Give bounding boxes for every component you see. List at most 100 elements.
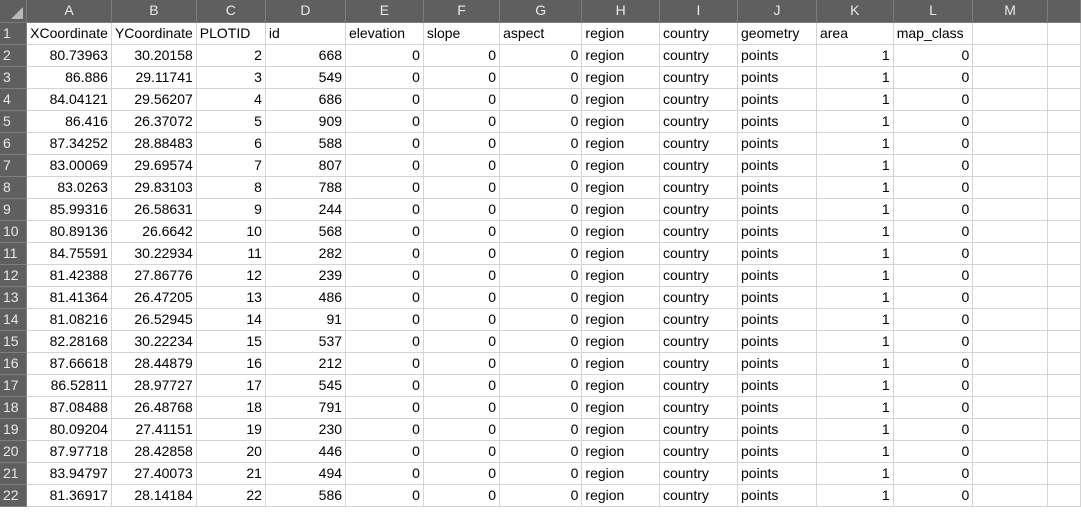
cell-i10[interactable]: country: [659, 220, 739, 243]
cell-m20[interactable]: [972, 440, 1048, 463]
row-header[interactable]: 19: [0, 418, 28, 441]
cell-b16[interactable]: 28.44879: [111, 352, 197, 375]
cell-l2[interactable]: 0: [893, 44, 974, 67]
cell-h7[interactable]: region: [581, 154, 660, 177]
cell-k2[interactable]: 1: [816, 44, 894, 67]
row-header[interactable]: 15: [0, 330, 28, 353]
cell-k3[interactable]: 1: [816, 66, 894, 89]
cell-d19[interactable]: 230: [265, 418, 347, 441]
cell-f19[interactable]: 0: [423, 418, 501, 441]
cell-m17[interactable]: [972, 374, 1048, 397]
cell-h11[interactable]: region: [581, 242, 660, 265]
cell-g9[interactable]: 0: [499, 198, 583, 221]
cell-g2[interactable]: 0: [499, 44, 583, 67]
cell-b2[interactable]: 30.20158: [111, 44, 197, 67]
cell-h6[interactable]: region: [581, 132, 660, 155]
cell-c6[interactable]: 6: [196, 132, 266, 155]
cell-e1[interactable]: elevation: [345, 22, 424, 45]
cell-f5[interactable]: 0: [423, 110, 501, 133]
cell-e20[interactable]: 0: [345, 440, 424, 463]
cell-e13[interactable]: 0: [345, 286, 424, 309]
row-header[interactable]: 22: [0, 484, 28, 507]
cell-e10[interactable]: 0: [345, 220, 424, 243]
cell-i5[interactable]: country: [659, 110, 739, 133]
row-header[interactable]: 12: [0, 264, 28, 287]
cell-k18[interactable]: 1: [816, 396, 894, 419]
cell-c1[interactable]: PLOTID: [196, 22, 266, 45]
cell-c20[interactable]: 20: [196, 440, 266, 463]
cell-i20[interactable]: country: [659, 440, 739, 463]
cell-m18[interactable]: [972, 396, 1048, 419]
cell-k10[interactable]: 1: [816, 220, 894, 243]
cell-f21[interactable]: 0: [423, 462, 501, 485]
cell-overflow[interactable]: [1047, 286, 1081, 309]
cell-h19[interactable]: region: [581, 418, 660, 441]
cell-h4[interactable]: region: [581, 88, 660, 111]
cell-l6[interactable]: 0: [893, 132, 974, 155]
cell-b22[interactable]: 28.14184: [111, 484, 197, 507]
cell-b6[interactable]: 28.88483: [111, 132, 197, 155]
cell-f20[interactable]: 0: [423, 440, 501, 463]
row-header[interactable]: 1: [0, 22, 28, 45]
cell-overflow[interactable]: [1047, 88, 1081, 111]
cell-h5[interactable]: region: [581, 110, 660, 133]
cell-a3[interactable]: 86.886: [26, 66, 112, 89]
cell-j9[interactable]: points: [737, 198, 817, 221]
cell-g18[interactable]: 0: [499, 396, 583, 419]
cell-j11[interactable]: points: [737, 242, 817, 265]
cell-i16[interactable]: country: [659, 352, 739, 375]
column-header-overflow[interactable]: [1047, 0, 1081, 23]
cell-i8[interactable]: country: [659, 176, 739, 199]
column-header-a[interactable]: A: [26, 0, 112, 23]
cell-a20[interactable]: 87.97718: [26, 440, 112, 463]
column-header-m[interactable]: M: [972, 0, 1048, 23]
cell-i13[interactable]: country: [659, 286, 739, 309]
cell-overflow[interactable]: [1047, 198, 1081, 221]
column-header-d[interactable]: D: [265, 0, 347, 23]
cell-c7[interactable]: 7: [196, 154, 266, 177]
cell-m2[interactable]: [972, 44, 1048, 67]
cell-g22[interactable]: 0: [499, 484, 583, 507]
cell-c19[interactable]: 19: [196, 418, 266, 441]
cell-overflow[interactable]: [1047, 352, 1081, 375]
cell-f17[interactable]: 0: [423, 374, 501, 397]
column-header-j[interactable]: J: [737, 0, 817, 23]
cell-g1[interactable]: aspect: [499, 22, 583, 45]
cell-g16[interactable]: 0: [499, 352, 583, 375]
cell-m3[interactable]: [972, 66, 1048, 89]
cell-d18[interactable]: 791: [265, 396, 347, 419]
cell-a15[interactable]: 82.28168: [26, 330, 112, 353]
cell-d13[interactable]: 486: [265, 286, 347, 309]
cell-i9[interactable]: country: [659, 198, 739, 221]
cell-g15[interactable]: 0: [499, 330, 583, 353]
cell-j19[interactable]: points: [737, 418, 817, 441]
cell-b3[interactable]: 29.11741: [111, 66, 197, 89]
cell-l10[interactable]: 0: [893, 220, 974, 243]
cell-k8[interactable]: 1: [816, 176, 894, 199]
cell-g20[interactable]: 0: [499, 440, 583, 463]
row-header[interactable]: 11: [0, 242, 28, 265]
cell-d2[interactable]: 668: [265, 44, 347, 67]
cell-h21[interactable]: region: [581, 462, 660, 485]
cell-f10[interactable]: 0: [423, 220, 501, 243]
cell-k19[interactable]: 1: [816, 418, 894, 441]
cell-e21[interactable]: 0: [345, 462, 424, 485]
cell-f14[interactable]: 0: [423, 308, 501, 331]
cell-d16[interactable]: 212: [265, 352, 347, 375]
cell-a9[interactable]: 85.99316: [26, 198, 112, 221]
cell-k17[interactable]: 1: [816, 374, 894, 397]
cell-b1[interactable]: YCoordinate: [111, 22, 197, 45]
cell-c13[interactable]: 13: [196, 286, 266, 309]
cell-f3[interactable]: 0: [423, 66, 501, 89]
cell-a22[interactable]: 81.36917: [26, 484, 112, 507]
cell-g4[interactable]: 0: [499, 88, 583, 111]
cell-d20[interactable]: 446: [265, 440, 347, 463]
cell-k6[interactable]: 1: [816, 132, 894, 155]
cell-l11[interactable]: 0: [893, 242, 974, 265]
cell-c21[interactable]: 21: [196, 462, 266, 485]
cell-g6[interactable]: 0: [499, 132, 583, 155]
cell-d12[interactable]: 239: [265, 264, 347, 287]
row-header[interactable]: 13: [0, 286, 28, 309]
cell-d1[interactable]: id: [265, 22, 347, 45]
